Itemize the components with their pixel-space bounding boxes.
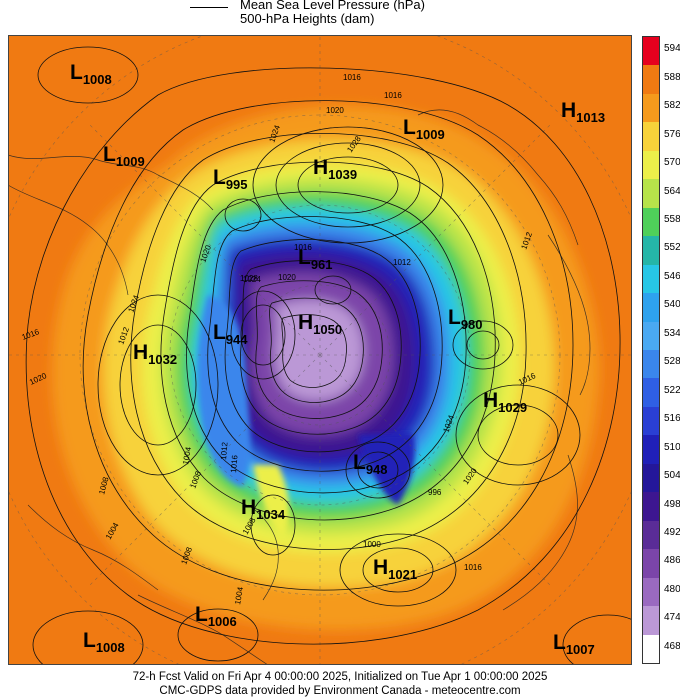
- colorbar-cell-528: [643, 350, 659, 379]
- high-center-1029: H1029: [483, 389, 527, 415]
- colorbar-cell-540: [643, 293, 659, 323]
- colorbar-label-588: 588: [664, 71, 680, 83]
- colorbar-cell-594: [643, 37, 659, 66]
- colorbar-label-528: 528: [664, 356, 680, 368]
- colorbar-cell-486: [643, 549, 659, 579]
- isobar-label: 1016: [229, 454, 240, 473]
- isobar-line-sample: [190, 7, 228, 8]
- colorbar-cell-492: [643, 520, 659, 550]
- map-legend: Mean Sea Level Pressure (hPa) 500-hPa He…: [190, 0, 490, 30]
- low-center-995: L995: [213, 166, 248, 192]
- low-center-1009: L1009: [403, 116, 445, 142]
- forecast-valid-text: 72-h Fcst Valid on Fri Apr 4 00:00:00 20…: [132, 671, 548, 683]
- isobar-label: 1020: [326, 106, 344, 115]
- colorbar-cell-582: [643, 93, 659, 123]
- isobar-label: 996: [428, 488, 442, 497]
- high-center-1034: H1034: [241, 496, 286, 522]
- low-center-980: L980: [448, 306, 483, 332]
- colorbar-label-468: 468: [664, 640, 680, 652]
- trough-asia: [197, 295, 251, 487]
- legend-mslp-label: Mean Sea Level Pressure (hPa): [240, 0, 425, 12]
- high-center-1050: H1050: [298, 311, 342, 337]
- colorbar-cell-522: [643, 378, 659, 408]
- isobar-label: 1016: [343, 73, 361, 82]
- colorbar-label-540: 540: [664, 299, 680, 311]
- high-center-1021: H1021: [373, 556, 417, 582]
- isobar-label: 1016: [384, 91, 402, 100]
- colorbar-cell-552: [643, 236, 659, 266]
- colorbar-cell-516: [643, 406, 659, 436]
- isobars: [25, 46, 632, 665]
- colorbar-cell-504: [643, 463, 659, 493]
- latlon-grid: [8, 35, 632, 665]
- forecast-map: 1016102010241028101610161020102410121008…: [8, 35, 632, 665]
- coastlines: [8, 109, 591, 665]
- isobar-label: 1000: [363, 540, 381, 549]
- isobar-label-group: 1016102010241028101610161020102410121008…: [21, 73, 538, 605]
- legend-heights-label: 500-hPa Heights (dam): [240, 11, 375, 26]
- data-credit-text: CMC-GDPS data provided by Environment Ca…: [159, 685, 521, 697]
- low-center-1006: L1006: [195, 603, 237, 629]
- colorbar-label-534: 534: [664, 327, 680, 339]
- low-center-1009: L1009: [103, 143, 145, 169]
- colorbar-cell-588: [643, 65, 659, 95]
- isobar-label: 1020: [278, 273, 296, 282]
- colorbar-label-498: 498: [664, 498, 680, 510]
- isobar-label: 1016: [294, 243, 312, 252]
- colorbar-label-492: 492: [664, 526, 680, 538]
- colorbar-label-594: 594: [664, 43, 680, 55]
- colorbar-label-546: 546: [664, 270, 680, 282]
- isobar-label: 1012: [219, 441, 230, 460]
- height-colorbar: [642, 36, 660, 664]
- ridge-pacific: [253, 465, 290, 540]
- colorbar-cell-480: [643, 577, 659, 607]
- colorbar-label-570: 570: [664, 157, 680, 169]
- low-center-944: L944: [213, 321, 248, 347]
- isobar-label: 1016: [464, 563, 482, 572]
- isobar-label: 1024: [243, 275, 261, 284]
- isobar-label: 1004: [233, 586, 245, 606]
- high-center-1032: H1032: [133, 341, 177, 367]
- colorbar-cell-546: [643, 264, 659, 294]
- colorbar-label-486: 486: [664, 555, 680, 567]
- colorbar-label-522: 522: [664, 384, 680, 396]
- colorbar-label-564: 564: [664, 185, 680, 197]
- colorbar-label-552: 552: [664, 242, 680, 254]
- colorbar-cell-474: [643, 606, 659, 636]
- low-center-1008: L1008: [83, 629, 125, 655]
- isobar-label: 1028: [240, 274, 258, 283]
- colorbar-label-558: 558: [664, 213, 680, 225]
- colorbar-label-474: 474: [664, 612, 680, 624]
- colorbar-cell-576: [643, 122, 659, 152]
- colorbar-label-516: 516: [664, 413, 680, 425]
- isobar-label: 1004: [181, 446, 193, 466]
- high-center-1039: H1039: [313, 156, 357, 182]
- colorbar-cell-570: [643, 150, 659, 180]
- colorbar-cell-468: [643, 634, 659, 664]
- trough-east-pacific: [358, 433, 415, 505]
- low-center-1007: L1007: [553, 631, 595, 657]
- isobar-label: 1012: [393, 258, 411, 267]
- pressure-centers: L1008 L1009 H1039 L1009 H1013 L995 L961 H1032 L9…: [70, 61, 605, 657]
- colorbar-cell-498: [643, 492, 659, 522]
- band-474: [274, 299, 364, 401]
- colorbar-label-480: 480: [664, 583, 680, 595]
- colorbar-label-510: 510: [664, 441, 680, 453]
- low-center-961: L961: [298, 246, 333, 272]
- colorbar-label-582: 582: [664, 100, 680, 112]
- colorbar-cell-558: [643, 207, 659, 237]
- colorbar-cell-564: [643, 179, 659, 209]
- high-center-1013: H1013: [561, 99, 605, 125]
- low-center-1008: L1008: [70, 61, 112, 87]
- colorbar-label-504: 504: [664, 470, 680, 482]
- colorbar-label-576: 576: [664, 128, 680, 140]
- colorbar-cell-534: [643, 321, 659, 351]
- low-center-948: L948: [353, 451, 388, 477]
- colorbar-cell-510: [643, 435, 659, 465]
